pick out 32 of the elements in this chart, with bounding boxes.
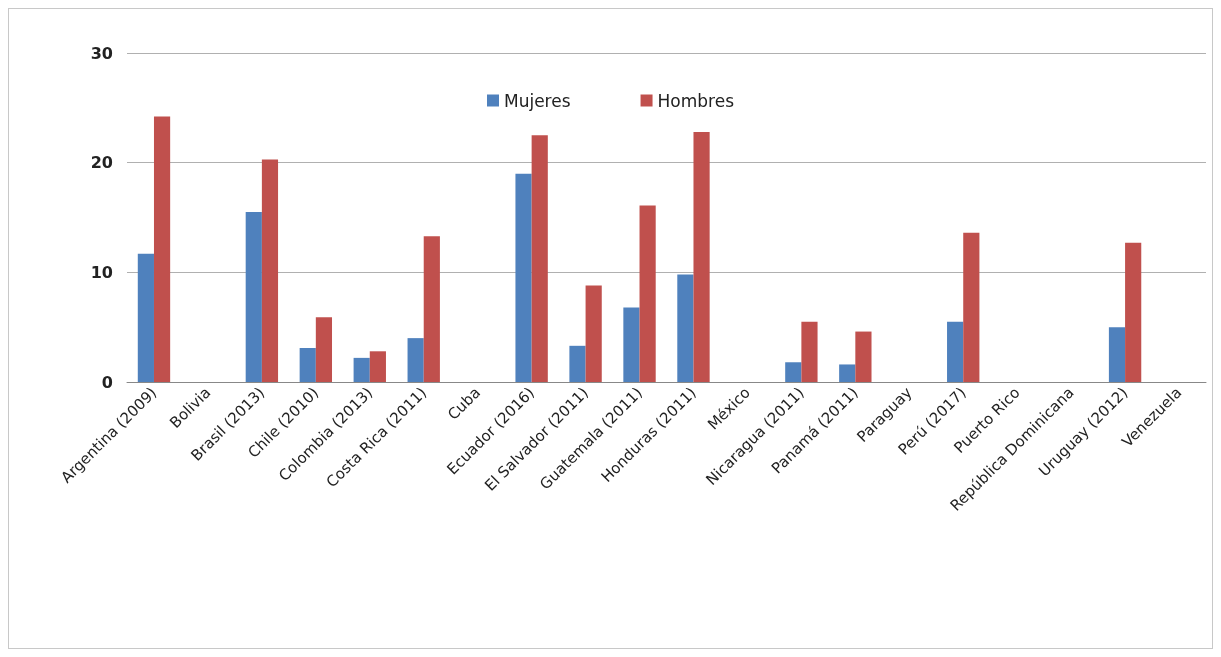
bar [839,364,856,382]
bar [153,116,171,382]
bar [137,253,154,382]
bar [1125,242,1142,382]
legend-label: Mujeres [503,90,571,111]
bar [947,321,964,382]
bar [785,362,802,382]
bar [423,236,440,382]
bar [855,331,872,382]
bar [677,274,694,382]
bar [299,348,316,382]
bar [245,212,262,382]
y-tick-label: 0 [101,372,113,392]
legend-label: Hombres [657,90,735,111]
bar [801,321,818,382]
y-tick-label: 30 [90,43,113,63]
bar [369,351,386,382]
bar [261,159,279,382]
y-tick-label: 20 [90,153,113,173]
bar [353,357,370,382]
bar [515,173,532,382]
bar [569,345,586,382]
bar [693,131,710,382]
bar [963,232,980,382]
bar [639,205,656,382]
bar [1108,327,1126,382]
bar [531,135,548,382]
bar [585,285,602,382]
bar [315,317,333,382]
bar [407,338,424,382]
bar [623,307,640,382]
y-tick-label: 10 [90,262,113,282]
